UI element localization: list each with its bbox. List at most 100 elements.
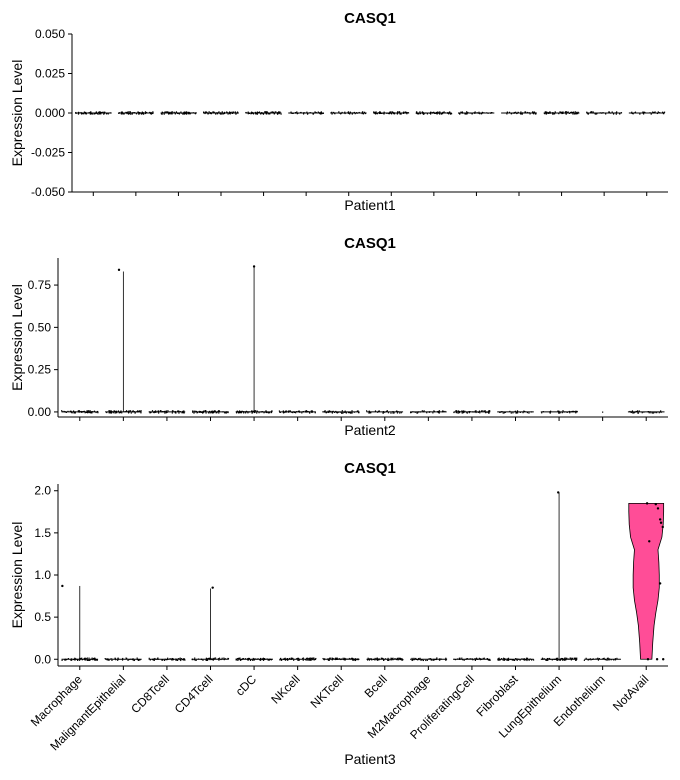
data-point <box>252 657 254 660</box>
data-point <box>151 410 154 412</box>
data-point <box>656 412 658 414</box>
data-point <box>207 657 210 660</box>
data-point <box>381 657 384 659</box>
data-point <box>573 657 575 659</box>
data-point <box>609 112 612 114</box>
data-point <box>429 658 432 660</box>
data-point <box>290 411 293 413</box>
data-point <box>285 658 288 660</box>
data-point <box>565 113 567 115</box>
data-point <box>264 111 266 113</box>
data-point <box>216 112 218 114</box>
data-point <box>225 412 227 414</box>
data-point <box>212 111 214 113</box>
data-point <box>336 657 338 659</box>
data-point <box>70 410 72 412</box>
data-point <box>260 112 263 114</box>
data-point <box>63 410 65 413</box>
data-point <box>445 657 447 659</box>
data-point <box>313 657 315 659</box>
data-point <box>145 112 147 114</box>
data-point <box>231 112 234 114</box>
data-point <box>235 658 237 660</box>
data-point <box>659 112 661 114</box>
data-point <box>245 412 247 414</box>
data-point <box>354 659 357 661</box>
y-axis-label: Expression Level <box>9 522 25 629</box>
data-point <box>507 659 510 661</box>
data-point <box>104 658 106 660</box>
data-point <box>340 113 342 115</box>
data-point <box>282 410 284 412</box>
data-point <box>597 659 600 661</box>
data-point <box>239 411 242 414</box>
data-point <box>226 112 229 114</box>
data-point <box>84 412 86 414</box>
data-point <box>462 412 464 414</box>
data-point <box>240 659 243 661</box>
data-point <box>207 658 209 660</box>
data-point <box>569 412 571 414</box>
data-point <box>416 412 419 414</box>
data-point <box>100 112 103 114</box>
data-point <box>304 112 306 114</box>
data-point <box>560 111 562 113</box>
data-point <box>256 113 258 115</box>
data-point <box>117 268 121 272</box>
data-point <box>573 410 575 413</box>
data-point <box>304 659 307 661</box>
data-point <box>175 659 177 661</box>
data-point <box>307 411 309 413</box>
data-point <box>574 659 577 661</box>
data-point <box>98 112 100 114</box>
data-point <box>529 113 531 115</box>
data-point <box>498 658 500 660</box>
data-point <box>190 112 192 114</box>
data-point <box>301 412 303 414</box>
data-point <box>94 659 97 661</box>
x-tick-label: CD8Tcell <box>128 672 172 716</box>
data-point <box>596 113 598 115</box>
data-point <box>97 113 99 115</box>
data-point <box>289 410 291 412</box>
data-point <box>309 659 311 661</box>
data-point <box>404 111 407 113</box>
data-point <box>374 657 376 660</box>
data-point <box>242 657 244 660</box>
data-point <box>167 658 169 660</box>
violin-Bcell <box>365 410 404 414</box>
panel-patient1: CASQ1 Expression Level Patient1 0.050 0.0… <box>9 10 668 213</box>
data-point <box>185 111 188 113</box>
data-point <box>250 113 252 115</box>
data-point <box>191 658 193 660</box>
data-point <box>616 657 618 660</box>
data-point <box>142 112 144 114</box>
data-point <box>188 113 190 115</box>
data-point <box>247 658 249 660</box>
data-point <box>131 113 133 115</box>
data-point <box>374 112 376 114</box>
data-point <box>161 659 163 661</box>
data-point <box>433 411 435 413</box>
data-point <box>150 113 152 115</box>
data-point <box>220 658 222 661</box>
data-point <box>524 410 526 413</box>
data-point <box>549 112 552 114</box>
data-point <box>152 659 154 661</box>
data-point <box>257 112 260 114</box>
data-point <box>448 113 450 115</box>
data-point <box>319 112 321 115</box>
data-point <box>415 112 417 114</box>
data-point <box>471 658 473 660</box>
data-point <box>438 411 440 414</box>
data-point <box>430 111 432 113</box>
data-point <box>237 659 239 661</box>
data-point <box>72 658 75 661</box>
data-point <box>185 113 187 115</box>
data-point <box>180 111 182 113</box>
data-point <box>528 412 530 414</box>
data-point <box>594 113 596 115</box>
data-point <box>390 412 392 414</box>
data-point <box>344 112 346 115</box>
data-point <box>137 411 139 413</box>
